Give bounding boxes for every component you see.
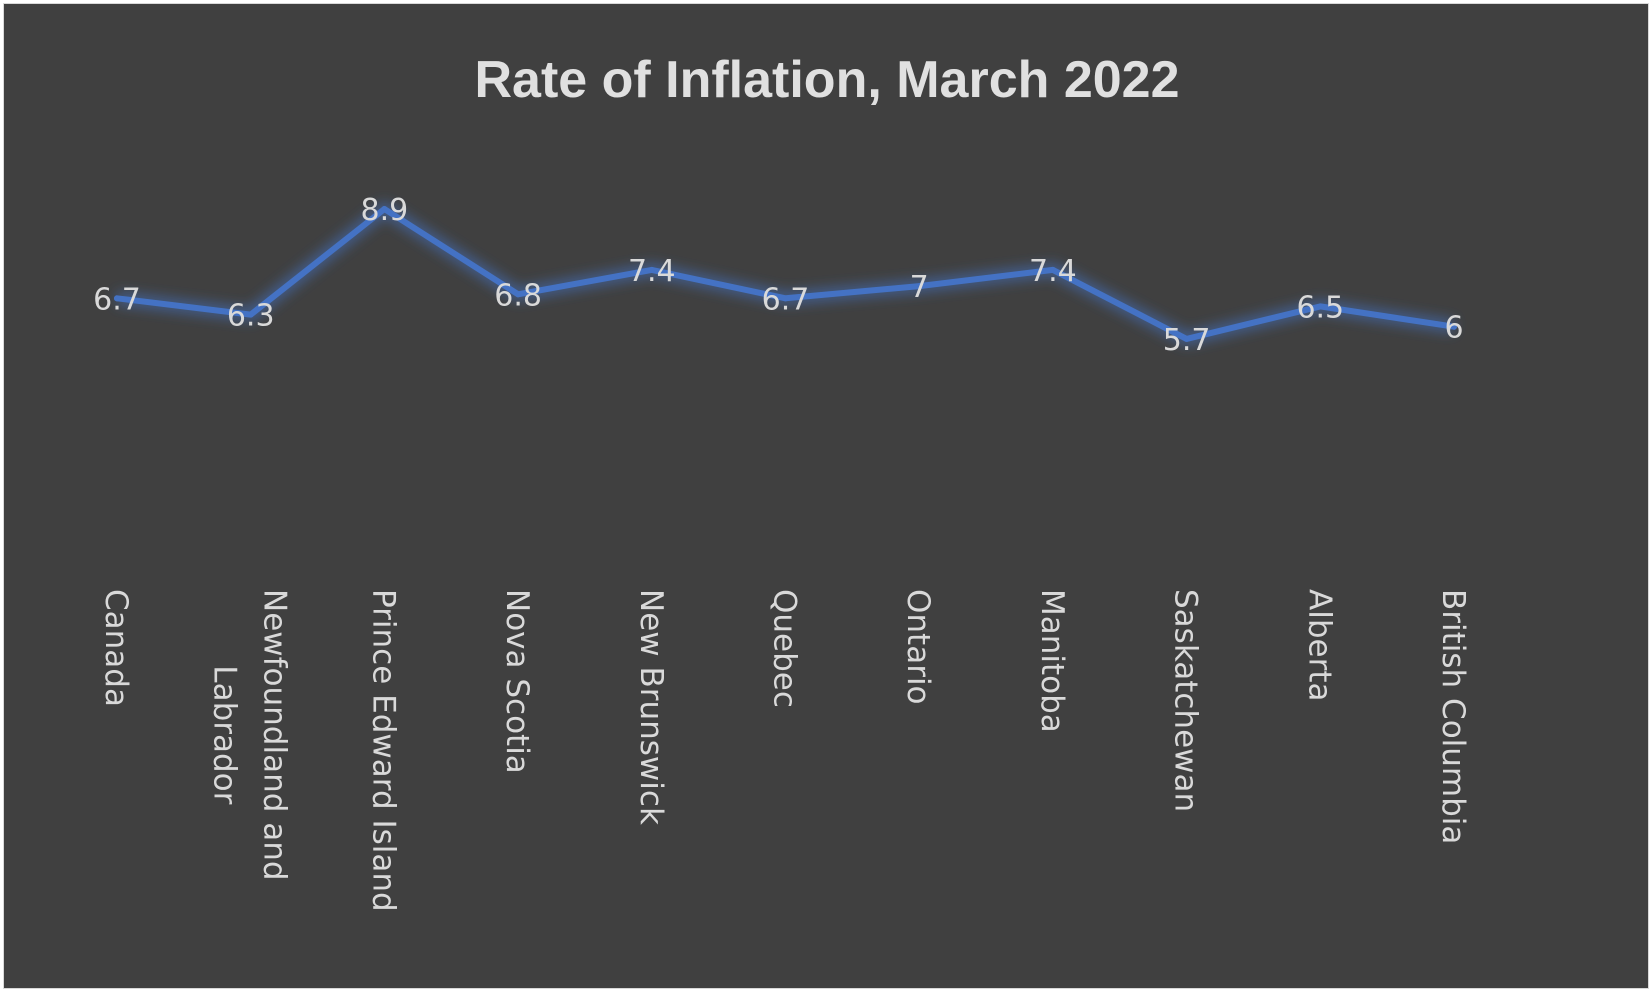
category-label: British Columbia	[1435, 589, 1471, 844]
data-point	[1183, 335, 1190, 342]
chart-area: Rate of Inflation, March 2022 6.7 6.3 8.9 6…	[3, 3, 1649, 989]
data-label-layer: 6.7 6.3 8.9 6.8 7.4 6.7 7 7.4 5.7 6.5 6	[93, 193, 1463, 358]
category-label-layer: Canada Newfoundland and Labrador Prince Edw…	[98, 589, 1471, 912]
series-layer	[114, 202, 1457, 346]
category-label: Manitoba	[1034, 589, 1070, 733]
category-label-line: Saskatchewan	[1168, 589, 1204, 812]
category-label-line: Prince Edward Island	[365, 589, 401, 912]
category-label-line: Ontario	[900, 589, 936, 705]
data-point	[648, 266, 655, 273]
category-label: Quebec	[767, 589, 803, 708]
data-point	[1451, 323, 1457, 330]
data-point	[515, 291, 522, 298]
data-label: 7.4	[628, 254, 676, 289]
category-label: New Brunswick	[633, 589, 669, 825]
data-label: 6.3	[227, 299, 275, 334]
data-point	[1049, 266, 1056, 273]
data-label: 6.7	[93, 282, 141, 317]
data-point	[381, 206, 388, 212]
category-label-line: Manitoba	[1034, 589, 1070, 733]
category-label: Ontario	[900, 589, 936, 705]
category-label: Prince Edward Island	[365, 589, 401, 912]
data-label: 7.4	[1029, 254, 1077, 289]
data-label: 7	[910, 270, 929, 305]
data-label: 6.5	[1296, 290, 1344, 325]
category-label: Canada	[98, 589, 134, 707]
data-label: 5.7	[1163, 323, 1211, 358]
data-label: 6.8	[494, 278, 542, 313]
category-label: Newfoundland and Labrador	[207, 589, 293, 881]
data-label: 6	[1444, 311, 1463, 346]
data-label: 6.7	[762, 282, 810, 317]
data-point	[782, 295, 789, 302]
data-label: 8.9	[361, 193, 409, 228]
category-label-line: Alberta	[1301, 589, 1337, 701]
category-label: Alberta	[1301, 589, 1337, 701]
category-label-line: Canada	[98, 589, 134, 707]
category-label-line: Nova Scotia	[499, 589, 535, 774]
series-line-glow	[116, 202, 1456, 346]
category-label-line: Newfoundland and	[257, 589, 293, 881]
category-label-line: Labrador	[207, 665, 243, 804]
category-label: Nova Scotia	[499, 589, 535, 774]
category-label-line: Quebec	[767, 589, 803, 708]
data-point	[114, 295, 120, 302]
data-point	[916, 283, 923, 290]
data-point	[1317, 303, 1324, 310]
category-label-line: New Brunswick	[633, 589, 669, 825]
data-point	[247, 311, 254, 318]
chart-title: Rate of Inflation, March 2022	[474, 51, 1179, 109]
line-chart: Rate of Inflation, March 2022 6.7 6.38.96…	[93, 51, 1471, 912]
category-label: Saskatchewan	[1168, 589, 1204, 812]
category-label-line: British Columbia	[1435, 589, 1471, 844]
